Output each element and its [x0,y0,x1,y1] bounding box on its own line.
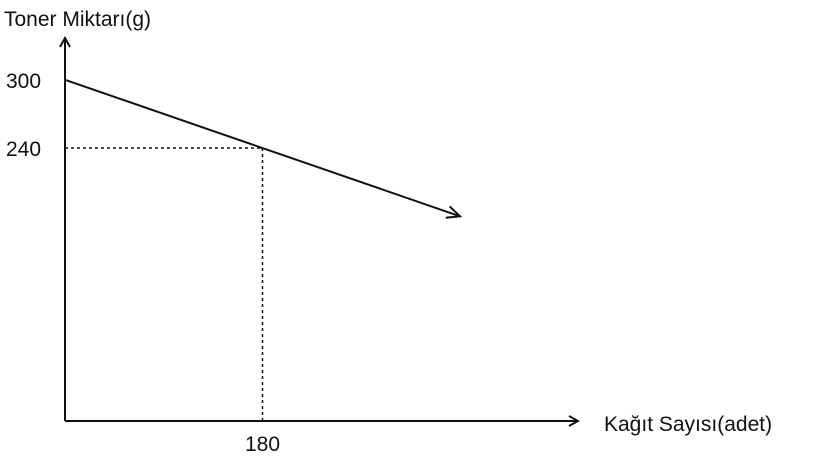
y-tick-label: 240 [6,138,41,161]
plot-area: 240 300 180 [6,38,578,456]
guide-lines [65,147,264,421]
x-axis-label: Kağıt Sayısı(adet) [604,413,772,436]
y-tick-label: 300 [6,70,41,93]
series-line [64,78,460,216]
series [64,78,460,216]
y-axis-label: Toner Miktarı(g) [4,8,151,31]
x-tick-label: 180 [245,433,280,456]
tick-labels: 240 300 180 [6,70,280,456]
